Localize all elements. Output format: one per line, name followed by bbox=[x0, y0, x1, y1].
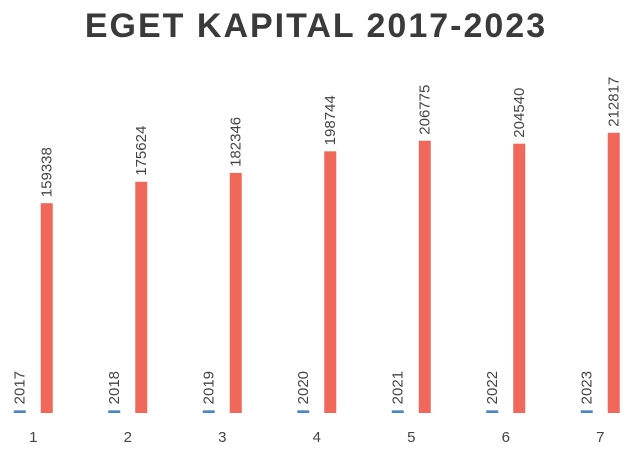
data-label: 212817 bbox=[606, 77, 623, 127]
bar bbox=[108, 410, 121, 413]
data-label: 2020 bbox=[295, 371, 312, 404]
x-tick-label: 5 bbox=[407, 429, 415, 446]
data-label: 2018 bbox=[106, 371, 123, 404]
chart-title: EGET KAPITAL 2017-2023 bbox=[85, 7, 547, 45]
bar bbox=[391, 410, 404, 413]
bar bbox=[40, 203, 53, 413]
bar bbox=[324, 151, 337, 413]
data-label: 2019 bbox=[201, 371, 218, 404]
x-tick-label: 6 bbox=[502, 429, 510, 446]
bar bbox=[486, 410, 499, 413]
bar bbox=[607, 132, 620, 413]
data-label: 198744 bbox=[322, 95, 339, 145]
bar bbox=[135, 181, 148, 413]
bar bbox=[229, 172, 242, 413]
bar bbox=[513, 143, 526, 413]
data-label: 206775 bbox=[417, 85, 434, 135]
data-label: 2022 bbox=[484, 371, 501, 404]
x-tick-label: 3 bbox=[218, 429, 226, 446]
data-label: 175624 bbox=[133, 126, 150, 176]
data-label: 159338 bbox=[39, 147, 56, 197]
bar bbox=[580, 410, 593, 413]
x-tick-label: 2 bbox=[124, 429, 132, 446]
data-label: 182346 bbox=[228, 117, 245, 167]
data-label: 2017 bbox=[12, 371, 29, 404]
x-tick-label: 4 bbox=[313, 429, 321, 446]
data-label: 2023 bbox=[579, 371, 596, 404]
bar bbox=[202, 410, 215, 413]
data-label: 2021 bbox=[390, 371, 407, 404]
bar bbox=[418, 140, 431, 413]
x-tick-label: 1 bbox=[29, 429, 37, 446]
bar bbox=[297, 410, 310, 413]
bar bbox=[13, 410, 26, 413]
data-label: 204540 bbox=[511, 88, 528, 138]
x-tick-label: 7 bbox=[596, 429, 604, 446]
